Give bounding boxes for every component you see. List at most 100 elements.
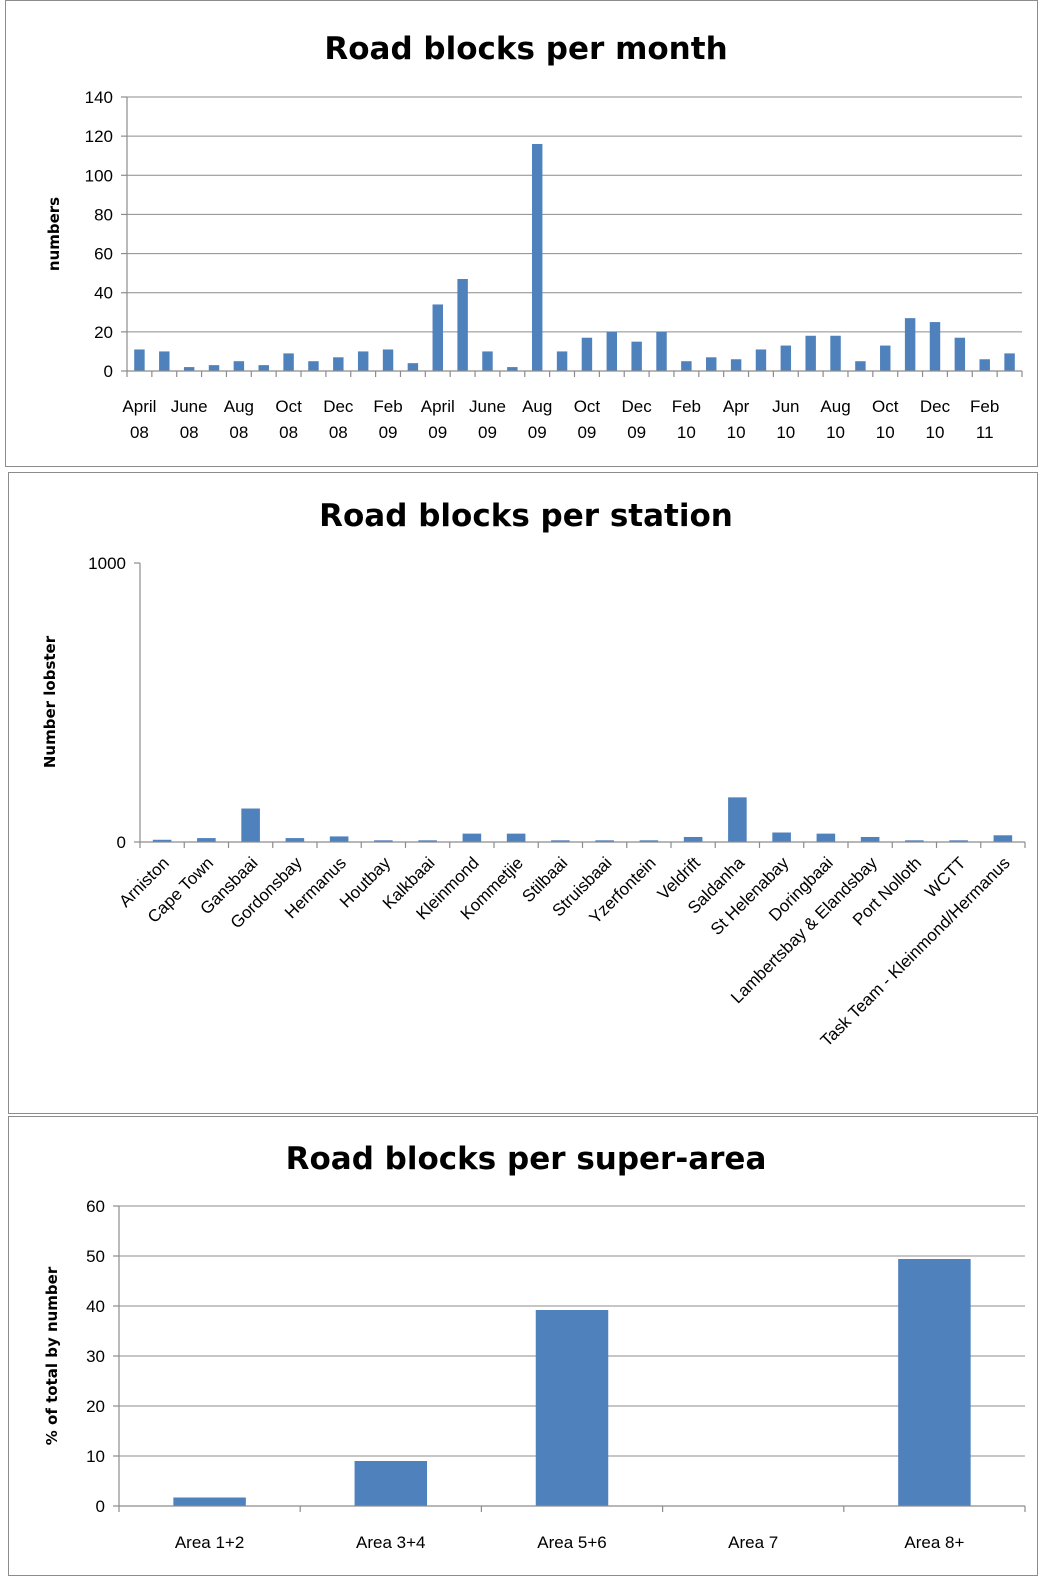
bar <box>462 833 482 842</box>
bar <box>531 143 543 371</box>
bar <box>551 840 570 842</box>
bar <box>728 797 747 842</box>
bar <box>374 840 393 842</box>
y-tick-label: 10 <box>86 1447 105 1466</box>
y-tick-label: 0 <box>104 362 113 381</box>
y-tick-label: 50 <box>86 1247 105 1266</box>
bar <box>905 840 924 842</box>
chart-road-blocks-per-station: Road blocks per station Number lobster 0… <box>8 472 1038 1114</box>
bar <box>880 345 891 371</box>
x-tick-label: 08 <box>180 423 199 442</box>
bar <box>134 349 145 371</box>
bar <box>830 335 841 371</box>
y-tick-label: 20 <box>94 323 113 342</box>
x-tick-label: 09 <box>379 423 398 442</box>
x-tick-label: Jun <box>772 397 799 416</box>
x-tick-label: Area 3+4 <box>356 1533 425 1552</box>
bar <box>816 833 836 842</box>
chart-title: Road blocks per station <box>319 498 733 534</box>
chart-road-blocks-per-super-area: Road blocks per super-area % of total by… <box>8 1116 1038 1576</box>
bar <box>258 365 269 371</box>
x-tick-label: 10 <box>926 423 945 442</box>
bar <box>382 349 394 371</box>
bar <box>730 359 742 371</box>
x-tick-label: Apr <box>723 397 750 416</box>
bar <box>418 840 437 842</box>
y-tick-label: 1000 <box>88 554 126 573</box>
bar <box>197 838 216 842</box>
x-tick-label: 08 <box>130 423 149 442</box>
bar <box>283 353 294 371</box>
x-tick-label: 08 <box>229 423 248 442</box>
bar <box>1004 353 1015 371</box>
bar <box>772 832 791 842</box>
x-tick-label: Area 1+2 <box>175 1533 244 1552</box>
bar <box>152 839 172 842</box>
bar <box>954 337 966 371</box>
y-tick-label: 40 <box>94 284 113 303</box>
x-tick-label: 10 <box>826 423 845 442</box>
x-tick-label: Dec <box>622 397 653 416</box>
y-tick-label: 100 <box>85 166 113 185</box>
x-tick-label: Dec <box>323 397 354 416</box>
x-tick-label: Aug <box>224 397 254 416</box>
bar <box>354 1461 428 1506</box>
bar <box>457 279 468 371</box>
bar <box>329 836 349 842</box>
bar <box>357 351 369 371</box>
y-axis-label: numbers <box>45 197 63 271</box>
x-tick-label: Oct <box>574 397 601 416</box>
bar <box>183 367 195 371</box>
x-tick-label: Feb <box>672 397 701 416</box>
bar <box>535 1310 609 1506</box>
chart-title: Road blocks per month <box>324 31 727 67</box>
bar <box>606 331 618 371</box>
bar <box>173 1497 246 1506</box>
bar <box>595 840 614 842</box>
x-tick-label: 09 <box>528 423 547 442</box>
y-tick-label: 60 <box>86 1197 105 1216</box>
x-tick-label: Oct <box>275 397 302 416</box>
bar <box>993 835 1013 842</box>
bar <box>898 1259 971 1506</box>
bar <box>285 838 305 842</box>
bar <box>241 808 260 842</box>
chart-title: Road blocks per super-area <box>286 1141 767 1177</box>
bar <box>581 337 593 371</box>
x-tick-label: Oct <box>872 397 899 416</box>
bar <box>506 833 526 842</box>
bar <box>979 359 990 371</box>
x-tick-label: 09 <box>428 423 447 442</box>
x-tick-label: Area 8+ <box>904 1533 964 1552</box>
y-axis-label: Number lobster <box>41 635 59 768</box>
x-tick-label: 10 <box>876 423 895 442</box>
x-tick-label: Feb <box>373 397 402 416</box>
chart-super-area-svg: Road blocks per super-area % of total by… <box>43 1141 1026 1552</box>
bar <box>860 836 880 842</box>
x-tick-label: 09 <box>478 423 497 442</box>
x-tick-label: 10 <box>776 423 795 442</box>
x-tick-label: April <box>421 397 455 416</box>
y-tick-label: 0 <box>96 1497 105 1516</box>
bar <box>706 357 717 371</box>
bar <box>639 840 659 842</box>
x-tick-label: Area 7 <box>728 1533 778 1552</box>
x-tick-label: 09 <box>627 423 646 442</box>
x-tick-label: Dec <box>920 397 951 416</box>
bar <box>780 345 792 371</box>
bar <box>904 318 916 371</box>
x-tick-label: 09 <box>577 423 596 442</box>
bar <box>407 363 419 371</box>
x-tick-label: April <box>122 397 156 416</box>
x-tick-label: 11 <box>976 423 994 442</box>
bar <box>631 341 642 371</box>
bar <box>755 349 767 371</box>
x-tick-label: 10 <box>727 423 746 442</box>
y-axis-label: % of total by number <box>43 1266 61 1445</box>
bar <box>656 331 667 371</box>
bar <box>432 304 443 371</box>
x-tick-label: 08 <box>279 423 298 442</box>
bar <box>308 361 319 371</box>
x-tick-label: June <box>171 397 208 416</box>
bar <box>507 367 518 371</box>
